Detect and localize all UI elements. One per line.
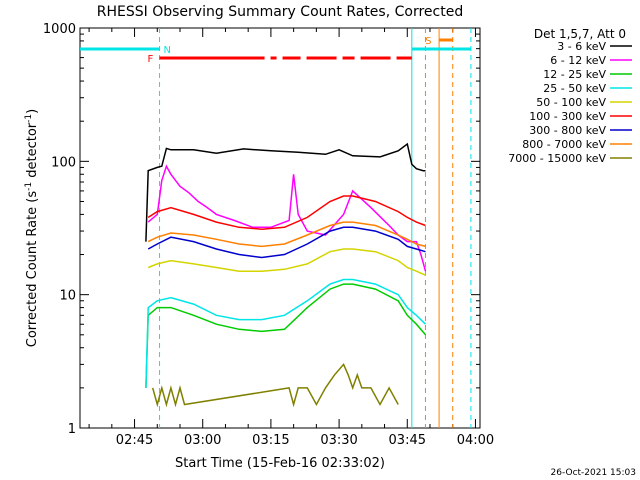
- axis-ticks: [80, 27, 480, 429]
- x-axis-label: Start Time (15-Feb-16 02:33:02): [175, 456, 385, 471]
- series-line: [147, 248, 426, 276]
- x-tick-label: 03:45: [389, 433, 426, 448]
- series-line: [151, 363, 399, 408]
- y-tick-labels: 1 10 100 1000: [43, 22, 76, 437]
- series-line: [147, 226, 426, 259]
- legend-entry-label: 800 - 7000 keV: [522, 138, 606, 151]
- legend-entry-label: 25 - 50 keV: [543, 82, 606, 95]
- y-tick-label: 1000: [43, 22, 76, 37]
- series-line: [145, 278, 427, 388]
- legend-entry-label: 7000 - 15000 keV: [508, 152, 606, 165]
- series-line: [147, 164, 427, 272]
- legend-entry-label: 3 - 6 keV: [557, 40, 606, 53]
- x-tick-label: 03:30: [320, 433, 357, 448]
- x-tick-label: 03:00: [184, 433, 221, 448]
- series-lines: [145, 142, 427, 408]
- generation-timestamp: 26-Oct-2021 15:03: [551, 468, 636, 478]
- y-tick-label: 1: [68, 422, 76, 437]
- legend-entry-label: 50 - 100 keV: [536, 96, 606, 109]
- chart-title: RHESSI Observing Summary Count Rates, Co…: [97, 4, 463, 20]
- flag-bars: NF S: [80, 36, 471, 65]
- x-tick-labels: 02:45 03:00 03:15 03:30 03:45 04:00: [116, 433, 494, 448]
- legend-entry-label: 6 - 12 keV: [550, 54, 606, 67]
- legend-header: Det 1,5,7, Att 0: [534, 27, 626, 41]
- x-tick-label: 03:15: [252, 433, 289, 448]
- series-line: [147, 221, 426, 248]
- x-tick-label: 02:45: [116, 433, 153, 448]
- y-tick-label: 100: [51, 155, 76, 170]
- series-line: [147, 195, 426, 230]
- vertical-markers: [159, 28, 472, 428]
- legend-entry-label: 100 - 300 keV: [529, 110, 606, 123]
- x-tick-label: 04:00: [457, 433, 494, 448]
- y-tick-label: 10: [59, 289, 76, 304]
- legend-entry-label: 12 - 25 keV: [543, 68, 606, 81]
- y-axis-label: Corrected Count Rate (s-1 detector-1): [24, 109, 40, 347]
- flag-label: S: [425, 36, 431, 47]
- series-line: [145, 283, 427, 388]
- flag-label: N: [164, 45, 171, 56]
- flag-label: F: [148, 54, 154, 65]
- series-line: [145, 142, 426, 242]
- legend-entry-label: 300 - 800 keV: [529, 124, 606, 137]
- plot-frame: [79, 27, 481, 429]
